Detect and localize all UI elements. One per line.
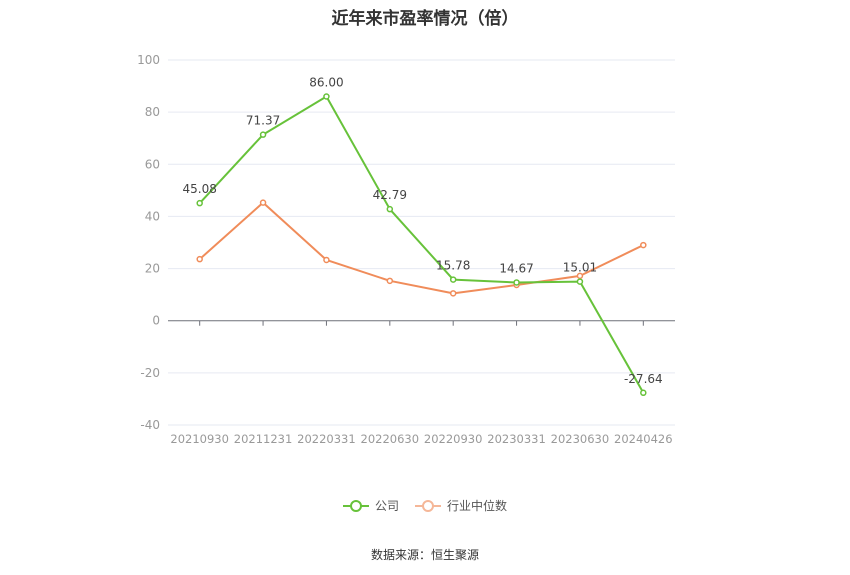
legend-item-company[interactable]: 公司 <box>342 497 399 514</box>
legend-company-label: 公司 <box>374 499 399 513</box>
data-label: 14.67 <box>499 261 533 275</box>
data-point-company <box>640 389 647 397</box>
chart-title: 近年来市盈率情况（倍） <box>331 9 519 29</box>
data-label: 42.79 <box>373 188 407 202</box>
data-label: 15.78 <box>436 259 470 273</box>
data-point-industry <box>640 241 647 249</box>
data-label: 15.01 <box>563 261 597 275</box>
x-tick-label: 20220930 <box>424 432 483 446</box>
data-point-company <box>449 276 457 283</box>
x-tick-label: 20240426 <box>614 432 673 446</box>
data-point-industry <box>323 256 330 264</box>
y-tick-label: 20 <box>145 262 160 276</box>
data-point-company <box>513 279 520 286</box>
data-point-company <box>386 205 394 213</box>
data-point-company <box>323 93 330 100</box>
data-point-company <box>576 278 584 285</box>
y-tick-label: 100 <box>137 53 160 67</box>
x-tick-label: 20220630 <box>361 432 420 446</box>
legend-item-industry[interactable]: 行业中位数 <box>415 497 507 514</box>
x-tick-label: 20210930 <box>170 432 229 446</box>
data-label: 71.37 <box>246 114 280 128</box>
legend-industry-swatch <box>415 499 441 512</box>
data-label: -27.64 <box>624 372 663 386</box>
y-tick-label: -40 <box>140 418 160 432</box>
data-point-industry <box>386 277 394 285</box>
x-tick-label: 20211231 <box>234 432 293 446</box>
legend-company-swatch <box>342 499 369 512</box>
y-tick-label: 80 <box>145 105 160 119</box>
y-tick-label: 40 <box>145 209 160 223</box>
series-line-company <box>198 95 645 394</box>
series-line-industry <box>199 201 644 295</box>
y-tick-label: 0 <box>152 314 160 328</box>
data-point-industry <box>196 255 203 263</box>
data-source: 数据来源：恒生聚源 <box>370 548 479 562</box>
y-tick-label: -20 <box>140 366 160 380</box>
data-label: 45.08 <box>183 182 217 196</box>
legend-industry-label: 行业中位数 <box>447 499 508 513</box>
x-tick-label: 20230630 <box>551 432 610 446</box>
data-point-industry <box>449 290 457 297</box>
legend: 公司 行业中位数 <box>0 497 850 514</box>
x-tick-label: 20230331 <box>487 432 546 446</box>
x-tick-label: 20220331 <box>297 432 356 446</box>
y-tick-label: 60 <box>145 157 160 171</box>
data-point-company <box>259 131 267 138</box>
data-point-company <box>196 199 203 207</box>
data-label: 86.00 <box>309 76 343 90</box>
data-point-industry <box>259 199 267 206</box>
